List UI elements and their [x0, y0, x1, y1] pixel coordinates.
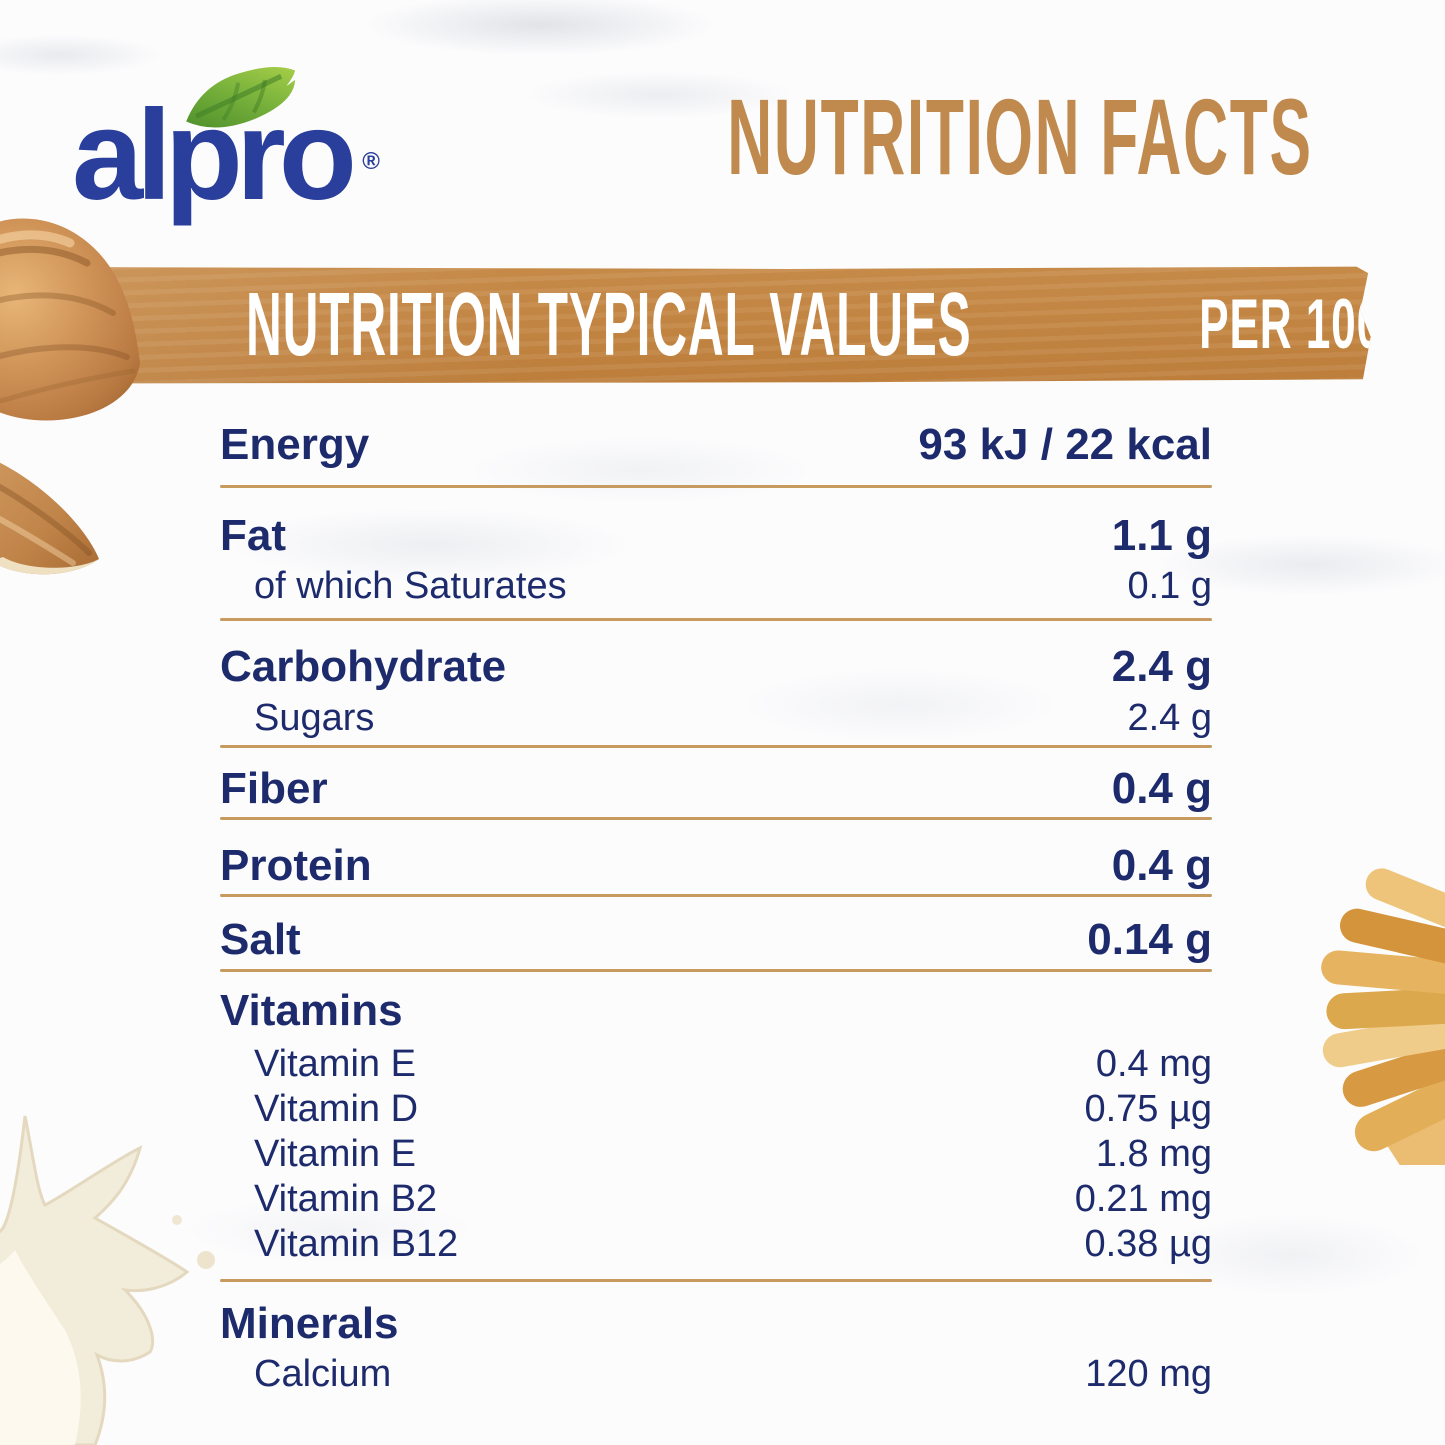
row-label: Calcium	[254, 1353, 392, 1395]
table-row-vitamin-b2: Vitamin B2 0.21 mg	[220, 1177, 1212, 1222]
banner-per-amount: PER 100 ML	[1199, 285, 1445, 365]
row-value: 0.21 mg	[1074, 1178, 1212, 1220]
table-row-minerals: Minerals	[220, 1300, 1212, 1348]
row-value: 0.4 g	[1111, 764, 1212, 813]
table-row-vitamin-e: Vitamin E 0.4 mg	[220, 1042, 1212, 1087]
row-label: Vitamin D	[254, 1088, 419, 1130]
page-title: NUTRITION FACTS	[727, 77, 1313, 199]
divider	[220, 485, 1212, 488]
alpro-logo: alpro ®	[72, 40, 402, 240]
table-row-vitamin-e2: Vitamin E 1.8 mg	[220, 1132, 1212, 1177]
table-row-saturates: of which Saturates 0.1 g	[220, 563, 1212, 609]
divider	[220, 817, 1212, 820]
table-row-fat: Fat 1.1 g	[220, 512, 1212, 560]
row-label: Minerals	[220, 1299, 399, 1348]
row-value: 0.1 g	[1127, 565, 1212, 607]
nutrition-table: Energy 93 kJ / 22 kcal Fat 1.1 g of whic…	[220, 400, 1212, 1397]
registered-mark: ®	[362, 148, 380, 175]
row-value: 0.75 µg	[1084, 1088, 1212, 1130]
row-value: 1.1 g	[1111, 511, 1212, 560]
row-value: 0.4 mg	[1095, 1043, 1212, 1085]
divider	[220, 1279, 1212, 1282]
typical-values-banner: NUTRITION TYPICAL VALUES PER 100 ML	[79, 266, 1371, 384]
divider	[220, 969, 1212, 972]
banner-heading: NUTRITION TYPICAL VALUES	[246, 274, 972, 376]
row-value: 0.14 g	[1087, 915, 1212, 964]
row-label: Vitamin B12	[254, 1223, 459, 1265]
row-label: Fat	[220, 511, 286, 560]
alpro-leaf-icon	[186, 67, 296, 128]
divider	[220, 894, 1212, 897]
row-label: Carbohydrate	[220, 642, 507, 691]
row-label: Energy	[220, 420, 370, 469]
milk-splash-photo	[0, 1115, 215, 1445]
table-row-carbohydrate: Carbohydrate 2.4 g	[220, 643, 1212, 691]
table-row-protein: Protein 0.4 g	[220, 842, 1212, 890]
table-row-vitamins: Vitamins	[220, 987, 1212, 1035]
almond-photo	[0, 218, 140, 421]
almond-half-photo	[0, 462, 99, 575]
row-label: of which Saturates	[254, 565, 567, 607]
row-value: 2.4 g	[1127, 697, 1212, 739]
divider	[220, 618, 1212, 621]
table-row-vitamin-d: Vitamin D 0.75 µg	[220, 1087, 1212, 1132]
row-label: Protein	[220, 841, 372, 890]
row-value: 93 kJ / 22 kcal	[918, 420, 1212, 469]
table-row-calcium: Calcium 120 mg	[220, 1352, 1212, 1397]
row-value: 0.4 g	[1111, 841, 1212, 890]
table-row-salt: Salt 0.14 g	[220, 916, 1212, 964]
row-label: Vitamins	[220, 986, 403, 1035]
divider	[220, 745, 1212, 748]
row-label: Salt	[220, 915, 301, 964]
row-value: 0.38 µg	[1084, 1223, 1212, 1265]
table-row-vitamin-b12: Vitamin B12 0.38 µg	[220, 1222, 1212, 1267]
row-value: 1.8 mg	[1095, 1133, 1212, 1175]
row-label: Sugars	[254, 697, 375, 739]
row-value: 120 mg	[1085, 1353, 1212, 1395]
row-label: Vitamin B2	[254, 1178, 438, 1220]
row-value: 2.4 g	[1111, 642, 1212, 691]
row-label: Fiber	[220, 764, 328, 813]
table-row-energy: Energy 93 kJ / 22 kcal	[220, 421, 1212, 469]
row-label: Vitamin E	[254, 1133, 416, 1175]
table-row-sugars: Sugars 2.4 g	[220, 695, 1212, 741]
table-row-fiber: Fiber 0.4 g	[220, 765, 1212, 813]
almond-shavings-photo	[1288, 845, 1445, 1165]
row-label: Vitamin E	[254, 1043, 416, 1085]
